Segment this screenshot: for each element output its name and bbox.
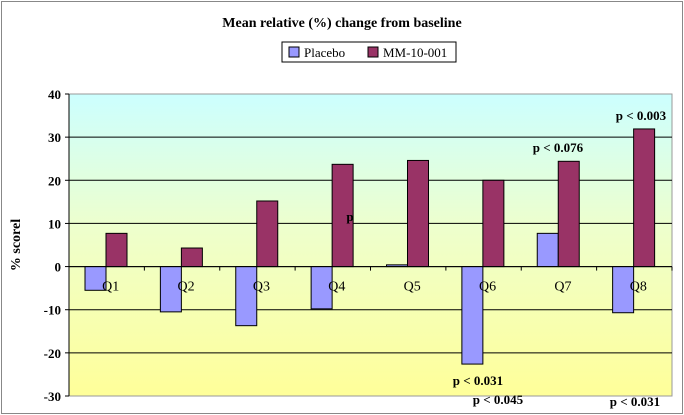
x-tick-label: Q8	[630, 280, 647, 295]
y-tick-label: -20	[44, 346, 61, 361]
bar-mm-10-001-q6	[482, 179, 505, 268]
p-value-annotation: p < 0.076	[533, 140, 584, 155]
bar-mm-10-001-q2	[180, 247, 203, 268]
bar-mm-10-001-q5	[407, 159, 429, 268]
p-value-annotation: p < 0.045	[473, 392, 524, 407]
legend-swatch-placebo	[288, 46, 300, 58]
legend-label-mm: MM-10-001	[383, 45, 447, 60]
bar-mm-10-001-q7	[557, 160, 580, 268]
x-tick-label: Q3	[253, 280, 270, 295]
y-axis-label: % scorel	[9, 219, 24, 271]
y-tick-label: 40	[48, 87, 61, 102]
p-value-annotation: p < 0.003	[616, 108, 667, 123]
bar-mm-10-001-q1	[105, 232, 128, 268]
legend-label-placebo: Placebo	[304, 45, 345, 60]
x-tick-label: Q2	[178, 280, 195, 295]
y-tick-label: 10	[48, 216, 61, 231]
x-tick-label: Q4	[328, 280, 345, 295]
chart-title: Mean relative (%) change from baseline	[222, 16, 461, 31]
y-tick-label: -10	[44, 303, 61, 318]
y-tick-label: -30	[44, 389, 61, 404]
y-tick-label: 30	[48, 130, 61, 145]
bar-mm-10-001-q8	[633, 128, 656, 268]
y-tick-label: 0	[55, 260, 62, 275]
x-tick-label: Q7	[554, 280, 571, 295]
p-value-annotation: p < 0.031	[453, 373, 503, 388]
p-value-annotation: p < 0.031	[610, 394, 660, 409]
x-tick-label: Q6	[479, 280, 496, 295]
x-tick-label: Q5	[404, 280, 421, 295]
p-value-annotation: p	[346, 209, 353, 224]
legend: Placebo MM-10-001	[281, 41, 457, 63]
bar-placebo-q7	[536, 232, 559, 268]
x-tick-label: Q1	[102, 280, 119, 295]
bar-mm-10-001-q3	[256, 200, 279, 268]
y-tick-label: 20	[48, 173, 61, 188]
legend-swatch-mm	[367, 46, 379, 58]
bar-placebo-q3	[235, 266, 258, 327]
